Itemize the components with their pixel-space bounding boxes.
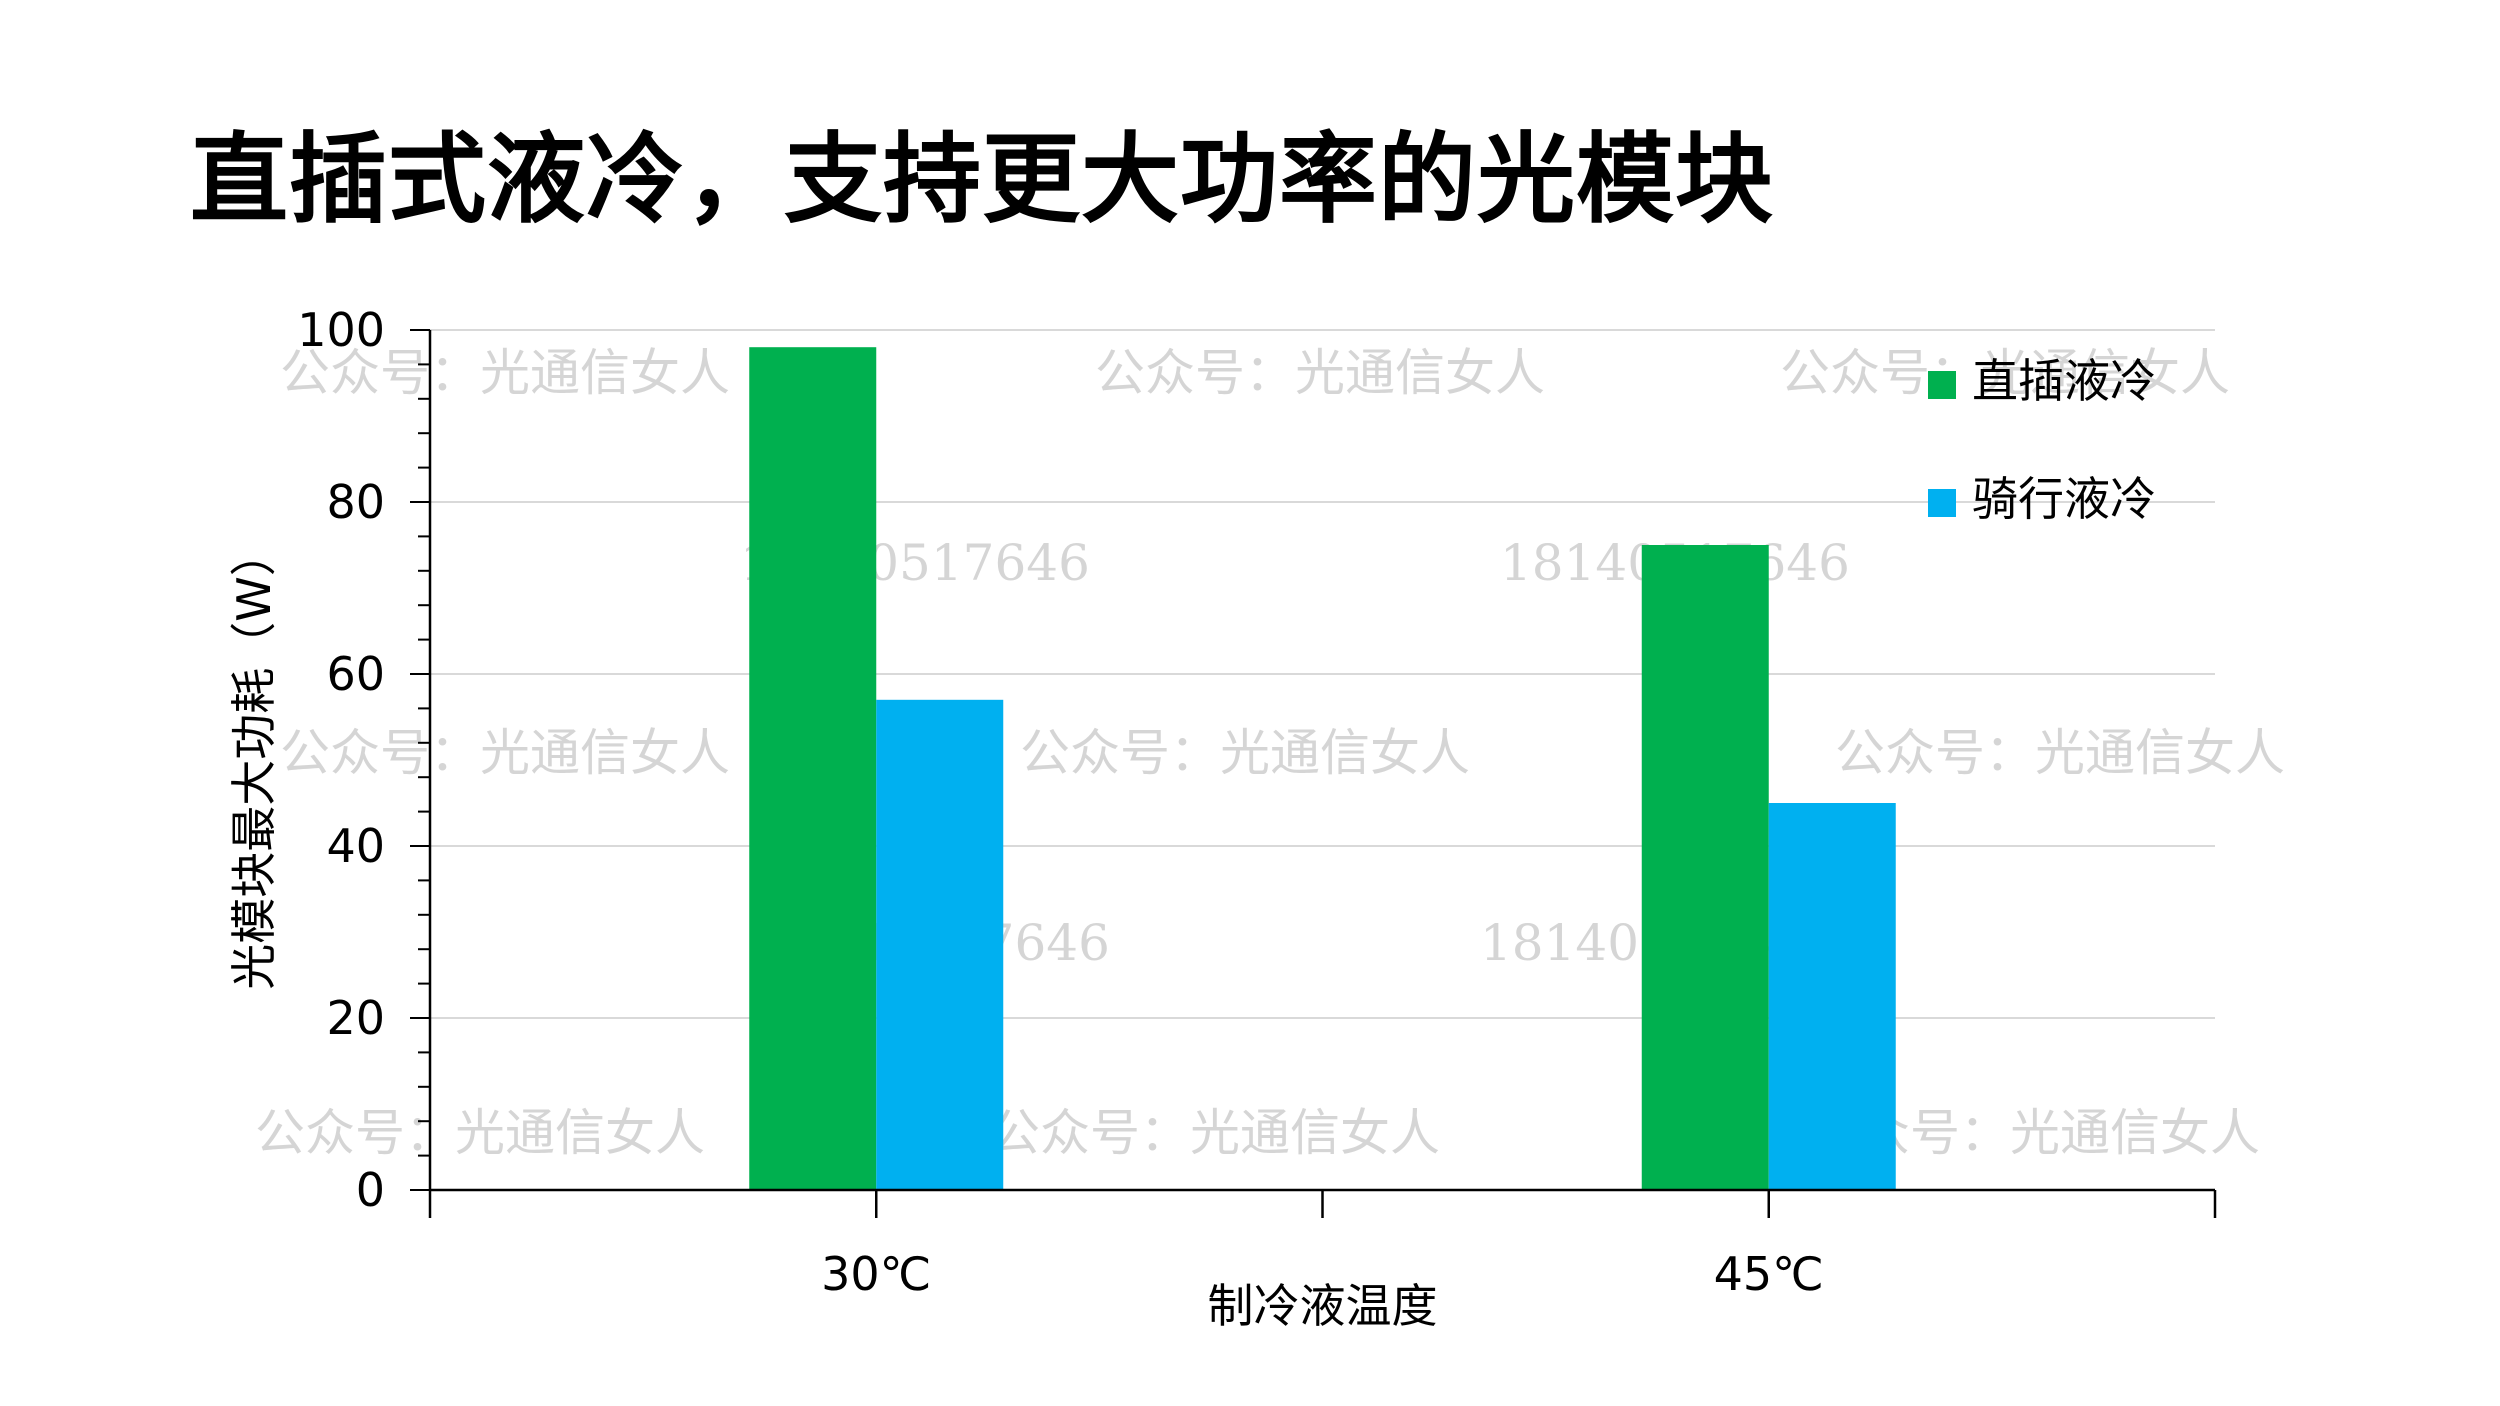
y-tick-label: 20	[326, 991, 385, 1045]
watermark-text: 公众号：光通信女人	[1780, 344, 2230, 402]
bars	[749, 347, 1896, 1190]
x-tick-label: 45℃	[1714, 1247, 1824, 1301]
watermark-text: 公众号：光通信女人	[990, 1104, 1440, 1162]
bar-1-2	[1641, 545, 1769, 1190]
watermark-text: 公众号：光通信女人	[1835, 724, 2285, 782]
y-axis-title: 光模块最大功耗（W）	[227, 530, 281, 989]
y-tick-label: 60	[326, 647, 385, 701]
watermark-text: 公众号：光通信女人	[280, 724, 730, 782]
x-tick-label: 30℃	[821, 1247, 931, 1301]
legend-swatch	[1928, 371, 1956, 399]
x-axis-title: 制冷液温度	[1208, 1279, 1438, 1333]
watermark-text: 公众号：光通信女人	[255, 1104, 705, 1162]
bar-2-1	[876, 699, 1004, 1190]
watermark-text: 公众号：光通信女人	[280, 344, 730, 402]
axes: 0 20 40 60 80 100 30℃ 45℃	[297, 303, 2217, 1301]
gridlines	[430, 329, 2215, 1019]
legend-label: 骑行液冷	[1972, 472, 2156, 526]
watermark-text: 公众号：光通信女人	[1020, 724, 1470, 782]
bar-2-2	[1768, 803, 1896, 1190]
y-tick-label: 40	[326, 819, 385, 873]
watermark-text: 公众号：光通信女人	[1095, 344, 1545, 402]
legend-label: 直插液冷	[1972, 354, 2156, 408]
bar-1-1	[749, 347, 877, 1190]
y-tick-label: 0	[356, 1163, 385, 1217]
legend-swatch	[1928, 489, 1956, 517]
y-tick-label: 100	[297, 303, 385, 357]
y-tick-label: 80	[326, 475, 385, 529]
slide-title: 直插式液冷，支持更大功率的光模块	[190, 123, 1775, 237]
